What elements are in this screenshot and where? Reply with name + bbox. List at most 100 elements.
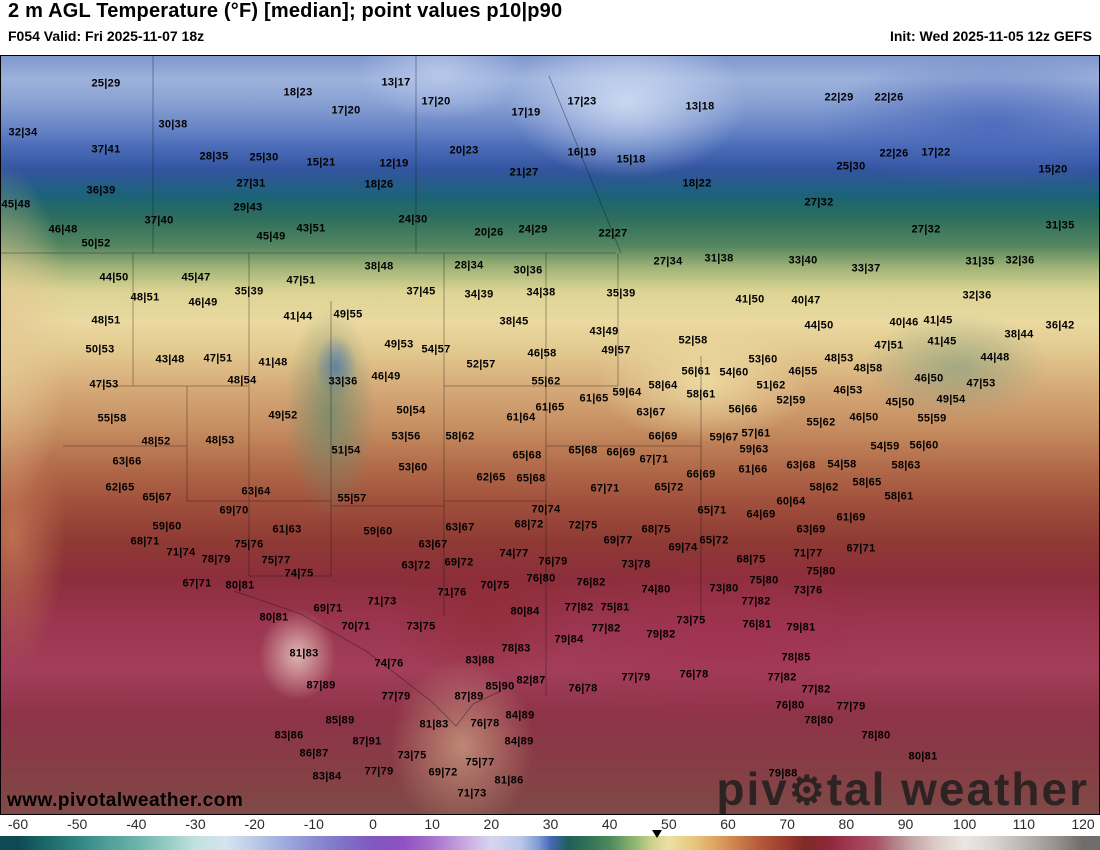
- station-value: 17|19: [511, 106, 541, 119]
- station-value: 78|85: [781, 651, 811, 664]
- station-value: 62|65: [476, 471, 506, 484]
- station-value: 32|34: [8, 126, 38, 139]
- station-value: 76|78: [470, 717, 500, 730]
- station-value: 13|17: [381, 76, 411, 89]
- station-value: 69|70: [219, 504, 249, 517]
- station-value: 61|64: [506, 411, 536, 424]
- station-value: 60|64: [776, 495, 806, 508]
- station-value: 27|31: [236, 177, 266, 190]
- colorbar-tick-label: 90: [897, 816, 914, 832]
- station-value: 22|26: [874, 91, 904, 104]
- init-time-label: Init: Wed 2025-11-05 12z GEFS: [889, 28, 1092, 44]
- station-value: 77|82: [801, 683, 831, 696]
- colorbar-tick-label: -60: [7, 816, 29, 832]
- station-value: 55|62: [531, 375, 561, 388]
- watermark-brand: piv⚙tal weather: [716, 766, 1089, 812]
- station-value: 59|63: [739, 443, 769, 456]
- station-value: 25|30: [249, 151, 279, 164]
- station-value: 50|54: [396, 404, 426, 417]
- station-value: 87|89: [306, 679, 336, 692]
- station-value: 74|76: [374, 657, 404, 670]
- station-value: 18|22: [682, 177, 712, 190]
- station-value: 67|71: [590, 482, 620, 495]
- station-value: 51|54: [331, 444, 361, 457]
- station-value: 20|26: [474, 226, 504, 239]
- station-value: 24|29: [518, 223, 548, 236]
- station-value: 46|49: [188, 296, 218, 309]
- station-value: 16|19: [567, 146, 597, 159]
- station-value: 20|23: [449, 144, 479, 157]
- station-value: 82|87: [516, 674, 546, 687]
- station-value: 38|44: [1004, 328, 1034, 341]
- station-value: 17|22: [921, 146, 951, 159]
- colorbar-tick-label: -50: [67, 816, 88, 832]
- station-value: 65|71: [697, 504, 727, 517]
- colorbar-tick-label: 10: [424, 816, 440, 832]
- station-value: 63|68: [786, 459, 816, 472]
- station-value: 68|72: [514, 518, 544, 531]
- station-value: 68|71: [130, 535, 160, 548]
- station-value: 43|51: [296, 222, 326, 235]
- station-value: 50|53: [85, 343, 115, 356]
- station-value: 58|63: [891, 459, 921, 472]
- station-value: 44|50: [99, 271, 129, 284]
- station-value: 54|57: [421, 343, 451, 356]
- station-value: 33|37: [851, 262, 881, 275]
- station-value: 40|46: [889, 316, 919, 329]
- station-value: 55|62: [806, 416, 836, 429]
- station-value: 66|69: [648, 430, 678, 443]
- station-value: 66|69: [606, 446, 636, 459]
- station-value: 76|80: [526, 572, 556, 585]
- station-value: 85|90: [485, 680, 515, 693]
- station-value: 48|52: [141, 435, 171, 448]
- station-value: 70|75: [480, 579, 510, 592]
- station-value: 17|20: [421, 95, 451, 108]
- station-value: 70|74: [531, 503, 561, 516]
- station-value: 32|36: [1005, 254, 1035, 267]
- station-value: 59|60: [152, 520, 182, 533]
- station-value: 28|35: [199, 150, 229, 163]
- station-value: 15|21: [306, 156, 336, 169]
- station-value: 65|68: [512, 449, 542, 462]
- station-value: 33|36: [328, 375, 358, 388]
- station-value: 63|67: [636, 406, 666, 419]
- station-value: 45|49: [256, 230, 286, 243]
- station-value: 48|53: [205, 434, 235, 447]
- station-value: 77|82: [564, 601, 594, 614]
- station-value: 58|61: [686, 388, 716, 401]
- colorbar-tick-label: 0: [369, 816, 377, 832]
- station-value: 81|83: [289, 647, 319, 660]
- station-value: 53|56: [391, 430, 421, 443]
- station-value: 74|75: [284, 567, 314, 580]
- station-value: 59|60: [363, 525, 393, 538]
- station-value: 47|51: [286, 274, 316, 287]
- station-value: 63|69: [796, 523, 826, 536]
- station-value: 72|75: [568, 519, 598, 532]
- station-value: 54|58: [827, 458, 857, 471]
- station-value: 58|64: [648, 379, 678, 392]
- station-value: 48|54: [227, 374, 257, 387]
- station-value: 77|79: [364, 765, 394, 778]
- station-value: 17|23: [567, 95, 597, 108]
- station-value: 71|73: [457, 787, 487, 800]
- colorbar-tick-label: -10: [303, 816, 324, 832]
- station-value: 69|72: [444, 556, 474, 569]
- station-value: 77|79: [621, 671, 651, 684]
- station-value: 45|48: [1, 198, 31, 211]
- station-value: 22|29: [824, 91, 854, 104]
- station-value: 55|57: [337, 492, 367, 505]
- station-value: 15|18: [616, 153, 646, 166]
- station-value: 78|80: [804, 714, 834, 727]
- station-value: 52|57: [466, 358, 496, 371]
- colorbar-tick-label: 20: [483, 816, 500, 832]
- state-borders: [1, 56, 702, 727]
- station-value: 59|64: [612, 386, 642, 399]
- station-value: 48|51: [91, 314, 121, 327]
- station-value: 36|39: [86, 184, 116, 197]
- station-value: 84|89: [504, 735, 534, 748]
- station-value: 24|30: [398, 213, 428, 226]
- station-value: 22|27: [598, 227, 628, 240]
- station-value: 78|79: [201, 553, 231, 566]
- station-value: 34|38: [526, 286, 556, 299]
- station-value: 37|40: [144, 214, 174, 227]
